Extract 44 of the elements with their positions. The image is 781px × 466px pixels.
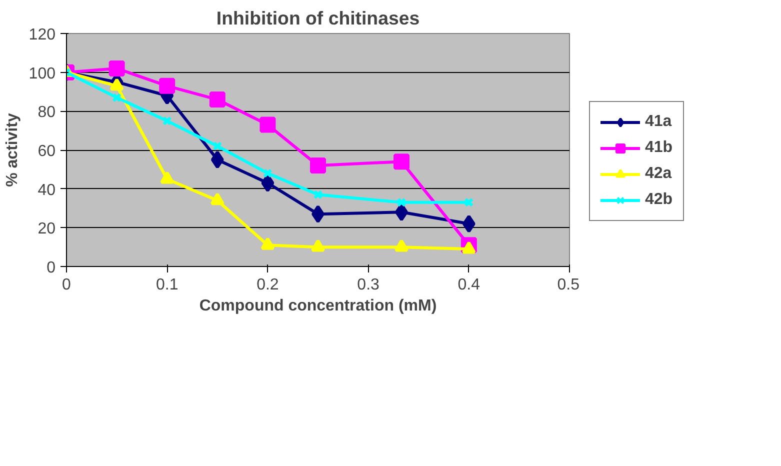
y-tick-label: 120 — [28, 26, 56, 44]
legend-label: 41b — [645, 139, 673, 157]
point — [112, 92, 122, 102]
point — [312, 205, 324, 224]
point — [313, 190, 323, 200]
point — [159, 78, 176, 94]
legend-label: 41a — [645, 113, 672, 131]
y-tick-label: 100 — [28, 65, 56, 82]
point — [160, 171, 174, 184]
chart-title: Inhibition of chitinases — [216, 8, 420, 28]
point — [394, 154, 410, 170]
point — [263, 168, 272, 178]
point — [110, 78, 124, 91]
x-tick-label: 0.5 — [557, 276, 580, 294]
y-tick-label: 60 — [38, 143, 56, 160]
point — [394, 239, 408, 252]
point — [210, 150, 224, 169]
legend-label: 42a — [645, 165, 672, 183]
y-axis-title: % activity — [4, 112, 21, 187]
point — [209, 92, 226, 108]
y-tick-label: 40 — [38, 182, 56, 199]
x-axis-title: Compound concentration (mM) — [199, 298, 437, 314]
x-tick-label: 0.4 — [458, 276, 480, 294]
y-tick-label: 20 — [38, 220, 56, 238]
x-tick-label: 0 — [62, 276, 72, 294]
point — [260, 116, 276, 133]
point — [311, 239, 325, 252]
point — [108, 60, 125, 76]
point — [210, 192, 224, 206]
legend-label: 42b — [645, 191, 673, 209]
x-tick-label: 0.2 — [256, 276, 279, 294]
y-tick-label: 80 — [38, 104, 56, 122]
x-tick-label: 0.1 — [156, 276, 178, 294]
x-tick-label: 0.3 — [357, 276, 380, 294]
point — [310, 158, 326, 174]
point — [212, 141, 222, 151]
point — [162, 116, 172, 126]
point — [261, 174, 274, 192]
point — [396, 198, 406, 208]
point — [395, 203, 408, 222]
y-tick-label: 0 — [46, 260, 56, 276]
point — [462, 241, 476, 254]
point — [260, 237, 275, 250]
point — [462, 214, 476, 233]
